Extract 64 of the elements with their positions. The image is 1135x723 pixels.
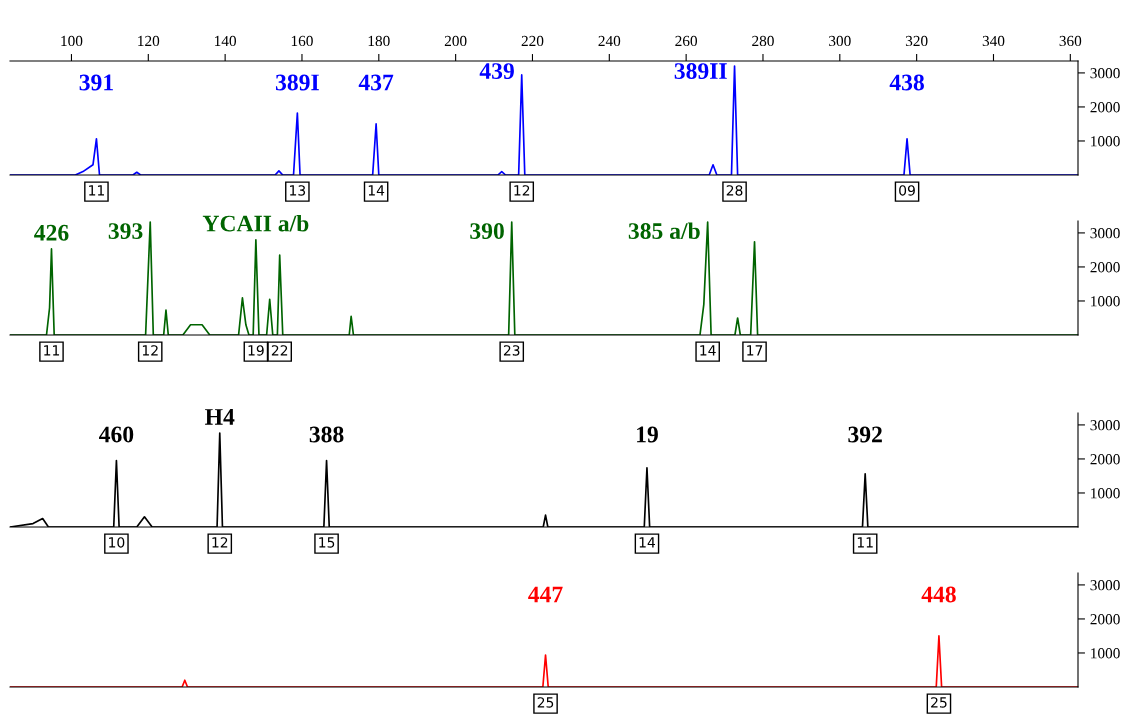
- annotation: 10: [109, 537, 125, 548]
- annotation: 389I: [275, 74, 319, 91]
- annotation: YCAII a/b: [202, 214, 309, 232]
- annotation: 14: [639, 537, 656, 548]
- annotation: 392: [848, 426, 882, 443]
- annotation: 12: [142, 345, 158, 356]
- x-tick-label: 160: [291, 35, 313, 47]
- annotation: 15: [319, 537, 335, 548]
- y-tick-label: 2000: [1090, 262, 1120, 273]
- annotation: 17: [747, 345, 763, 356]
- annotation: 388: [309, 426, 344, 443]
- y-tick-label: 2000: [1090, 102, 1120, 113]
- annotation: 14: [368, 185, 385, 196]
- y-tick-label: 3000: [1090, 580, 1120, 591]
- x-tick-label: 240: [598, 35, 621, 47]
- annotation: 426: [34, 224, 69, 241]
- x-tick-label: 320: [905, 35, 928, 47]
- x-tick-label: 300: [829, 35, 851, 47]
- annotation: 439: [479, 63, 514, 79]
- annotation: H4: [205, 409, 235, 425]
- annotation: 438: [889, 74, 924, 91]
- annotation: 23: [503, 345, 520, 356]
- x-tick-label: 360: [1059, 35, 1082, 47]
- y-tick-label: 3000: [1090, 420, 1120, 431]
- y-tick-label: 2000: [1090, 614, 1120, 625]
- annotation: 389II: [674, 63, 727, 79]
- x-tick-label: 200: [444, 35, 467, 47]
- annotation: 437: [358, 74, 394, 91]
- y-tick-label: 3000: [1090, 228, 1120, 239]
- x-tick-label: 180: [368, 35, 390, 47]
- y-tick-label: 2000: [1090, 454, 1120, 465]
- y-tick-label: 1000: [1091, 136, 1120, 147]
- annotation: 385 a/b: [628, 222, 700, 239]
- y-tick-label: 3000: [1090, 68, 1120, 79]
- annotation: 22: [271, 345, 288, 356]
- x-tick-label: 220: [521, 35, 544, 47]
- annotation: 19: [248, 345, 264, 356]
- annotation: 11: [44, 345, 60, 356]
- annotation: 28: [726, 185, 743, 196]
- x-tick-label: 140: [215, 35, 237, 47]
- annotation: 13: [290, 185, 306, 196]
- x-tick-label: 340: [982, 35, 1005, 47]
- annotation: 25: [931, 697, 947, 708]
- annotation: 11: [89, 185, 104, 196]
- annotation: 19: [637, 426, 658, 443]
- annotation: 460: [99, 426, 134, 443]
- x-tick-label: 100: [61, 35, 83, 47]
- annotation: 391: [79, 74, 113, 91]
- annotation: 448: [921, 586, 956, 603]
- annotation: 12: [212, 537, 228, 548]
- y-tick-label: 1000: [1091, 296, 1120, 307]
- x-tick-label: 280: [752, 35, 774, 47]
- annotation: 25: [537, 697, 554, 708]
- annotation: 14: [700, 345, 716, 356]
- y-tick-label: 1000: [1091, 488, 1120, 499]
- annotation: 09: [899, 185, 915, 196]
- annotation: 447: [528, 586, 563, 603]
- x-tick-label: 120: [138, 35, 160, 47]
- y-tick-label: 1000: [1091, 648, 1120, 659]
- annotation: 12: [514, 185, 530, 196]
- annotation: 393: [108, 223, 143, 239]
- x-tick-label: 260: [675, 35, 698, 47]
- annotation: 11: [857, 537, 873, 548]
- annotation: 390: [470, 223, 504, 239]
